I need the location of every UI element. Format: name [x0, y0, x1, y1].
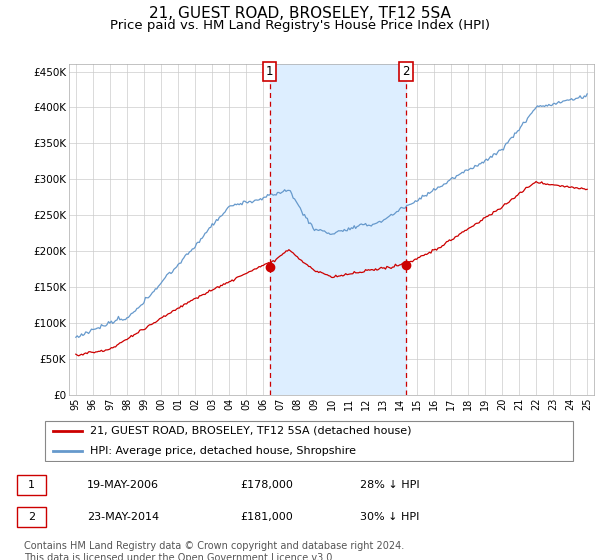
- Text: £181,000: £181,000: [240, 512, 293, 522]
- Text: 1: 1: [266, 65, 274, 78]
- Text: Contains HM Land Registry data © Crown copyright and database right 2024.
This d: Contains HM Land Registry data © Crown c…: [24, 541, 404, 560]
- Text: Price paid vs. HM Land Registry's House Price Index (HPI): Price paid vs. HM Land Registry's House …: [110, 19, 490, 32]
- Text: £178,000: £178,000: [240, 480, 293, 490]
- Text: 28% ↓ HPI: 28% ↓ HPI: [360, 480, 419, 490]
- Text: 2: 2: [403, 65, 410, 78]
- Bar: [270, 64, 406, 395]
- Text: HPI: Average price, detached house, Shropshire: HPI: Average price, detached house, Shro…: [90, 446, 356, 456]
- Text: 23-MAY-2014: 23-MAY-2014: [87, 512, 159, 522]
- Text: 1: 1: [28, 480, 35, 490]
- Text: 2: 2: [28, 512, 35, 522]
- Text: 19-MAY-2006: 19-MAY-2006: [87, 480, 159, 490]
- Text: 30% ↓ HPI: 30% ↓ HPI: [360, 512, 419, 522]
- Text: 21, GUEST ROAD, BROSELEY, TF12 5SA (detached house): 21, GUEST ROAD, BROSELEY, TF12 5SA (deta…: [90, 426, 412, 436]
- Text: 21, GUEST ROAD, BROSELEY, TF12 5SA: 21, GUEST ROAD, BROSELEY, TF12 5SA: [149, 6, 451, 21]
